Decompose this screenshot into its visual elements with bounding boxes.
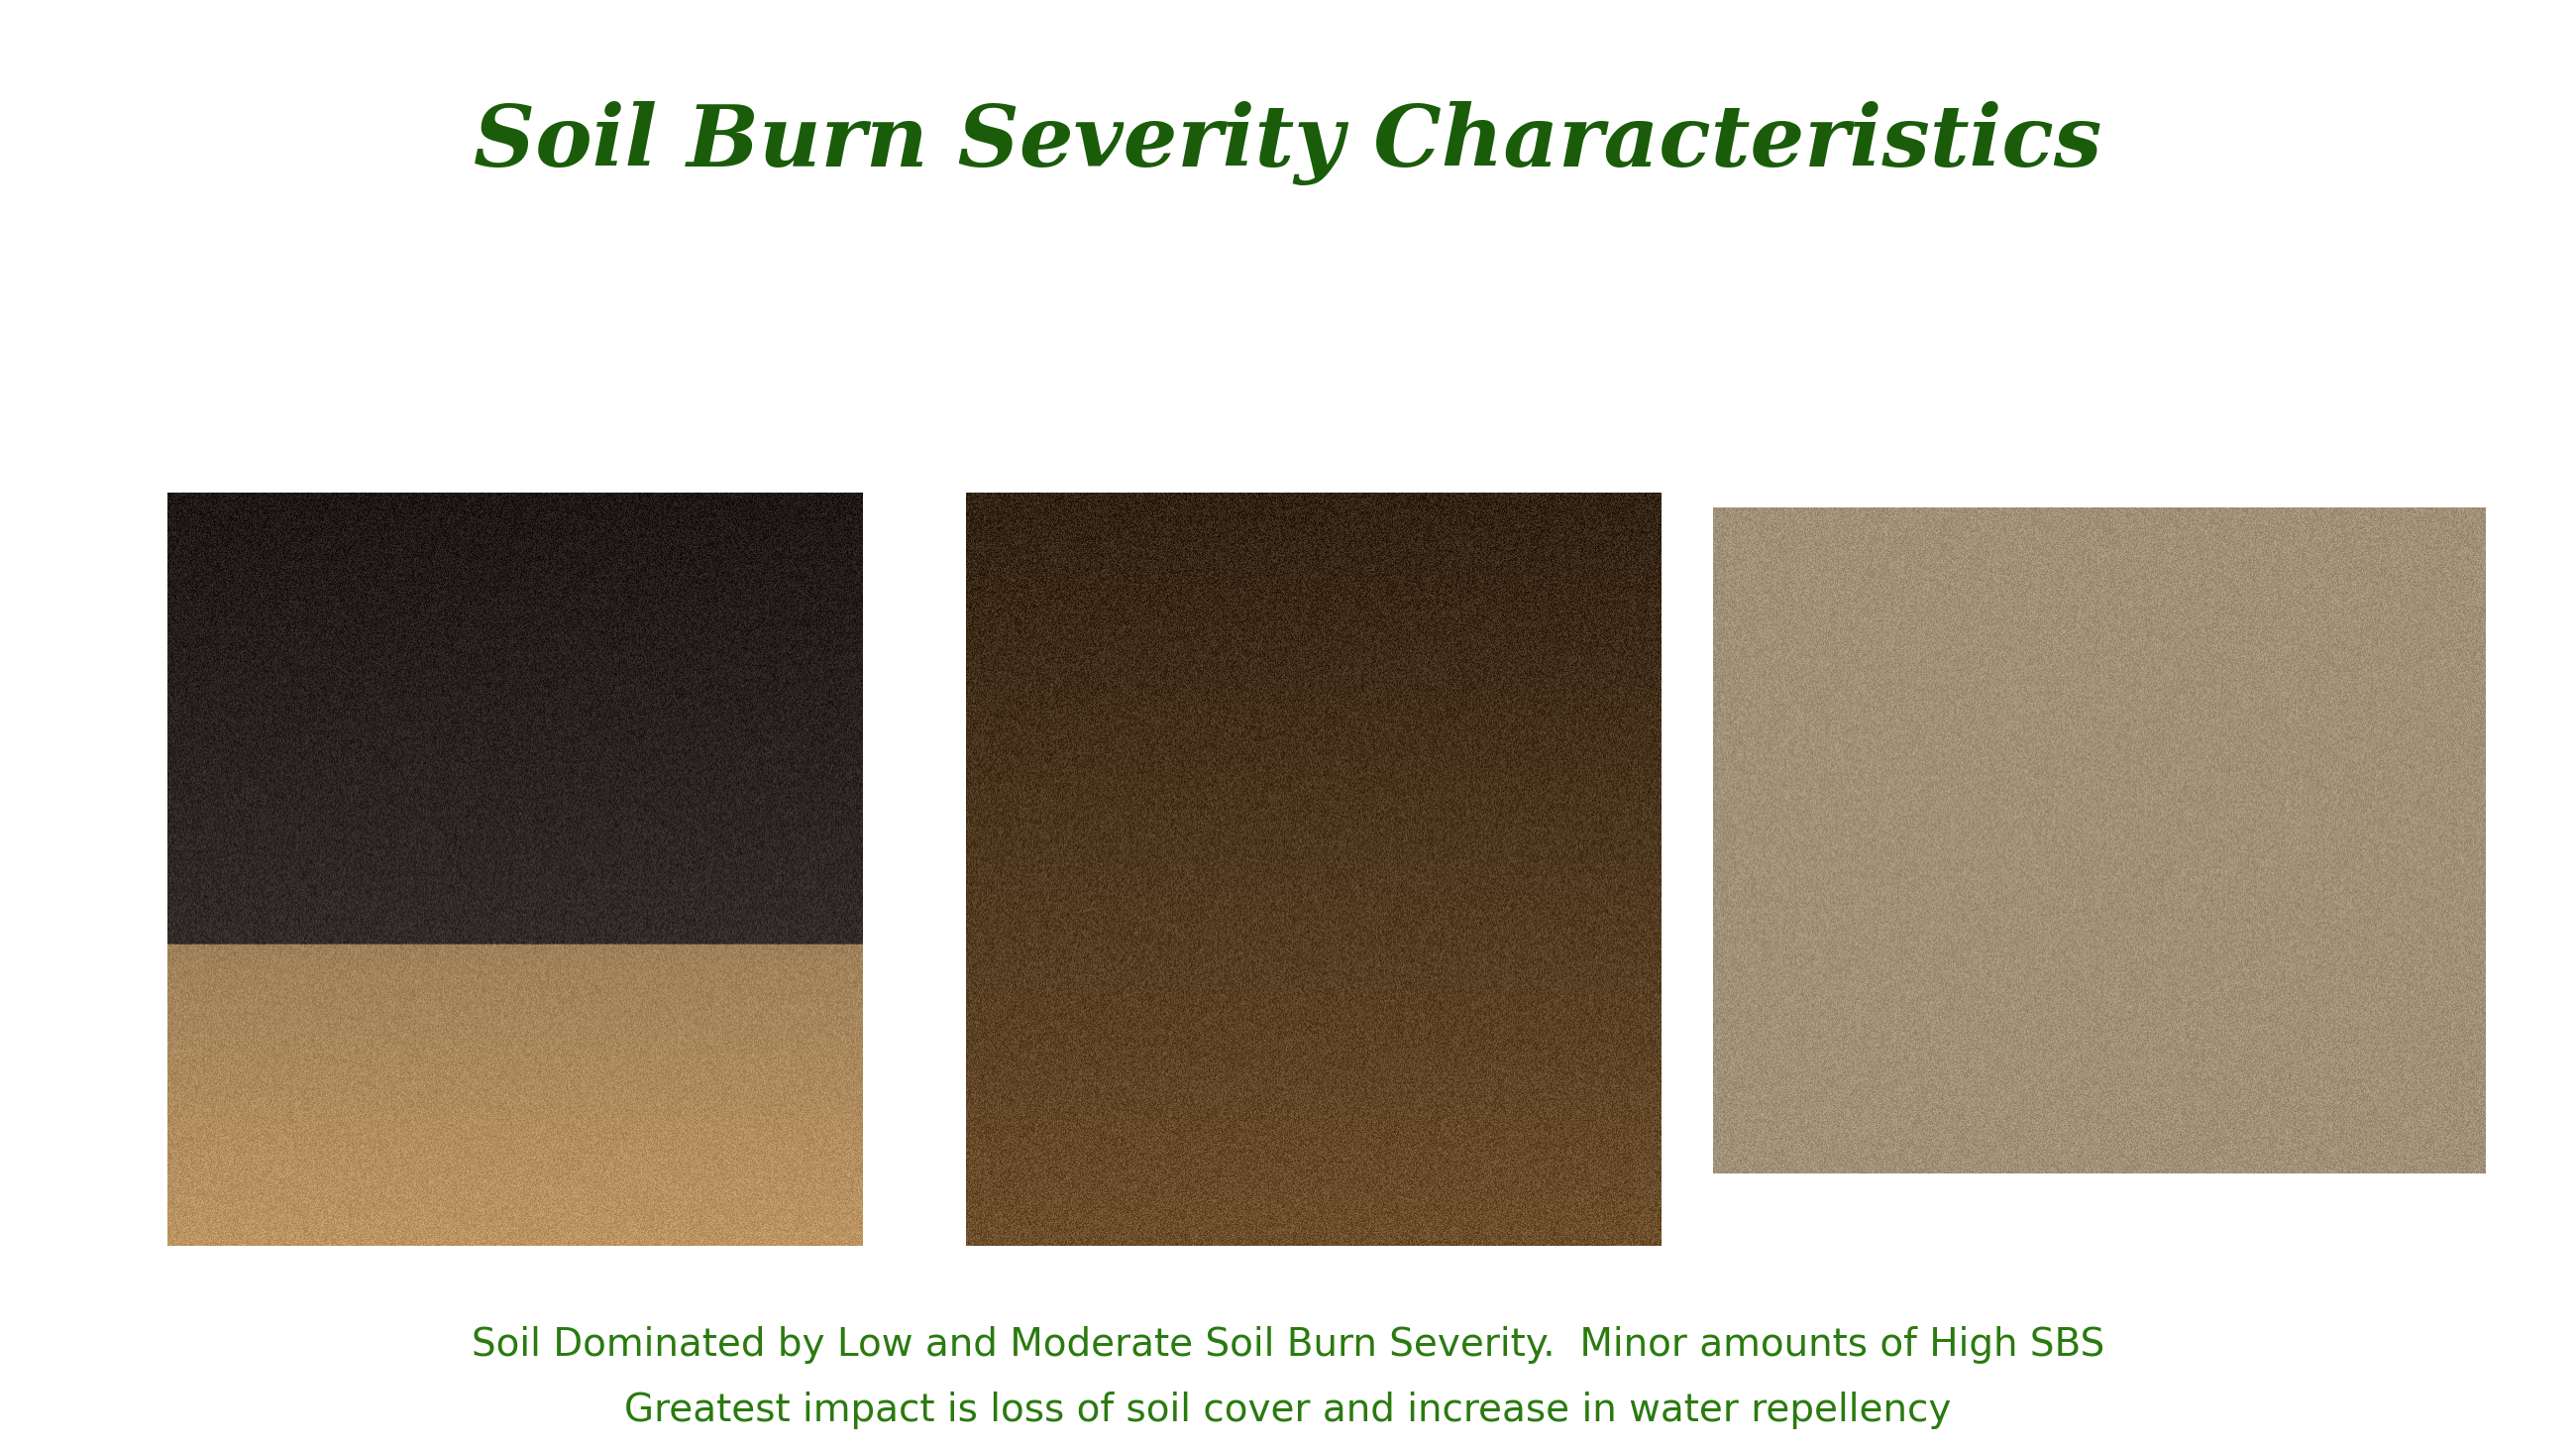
Text: Soil Burn Severity Characteristics: Soil Burn Severity Characteristics <box>474 101 2102 185</box>
Text: Duff mostly removed,
stronger water repellency,
mortality of surface roots,
soil: Duff mostly removed, stronger water repe… <box>974 601 1412 764</box>
Text: Complete combustion of soil
cover, surface soil structure
destroyed, root mortal: Complete combustion of soil cover, surfa… <box>1721 601 2272 764</box>
Text: Moderate:: Moderate: <box>974 529 1198 567</box>
Text: Soil cover/duff reduced,
Increased surface water
repellency, minimal
mineral soi: Soil cover/duff reduced, Increased surfa… <box>175 601 572 764</box>
Text: Low:: Low: <box>175 529 278 567</box>
Text: High:: High: <box>1721 529 1837 567</box>
Text: Greatest impact is loss of soil cover and increase in water repellency: Greatest impact is loss of soil cover an… <box>623 1391 1953 1429</box>
Text: Soil Dominated by Low and Moderate Soil Burn Severity.  Minor amounts of High SB: Soil Dominated by Low and Moderate Soil … <box>471 1326 2105 1364</box>
